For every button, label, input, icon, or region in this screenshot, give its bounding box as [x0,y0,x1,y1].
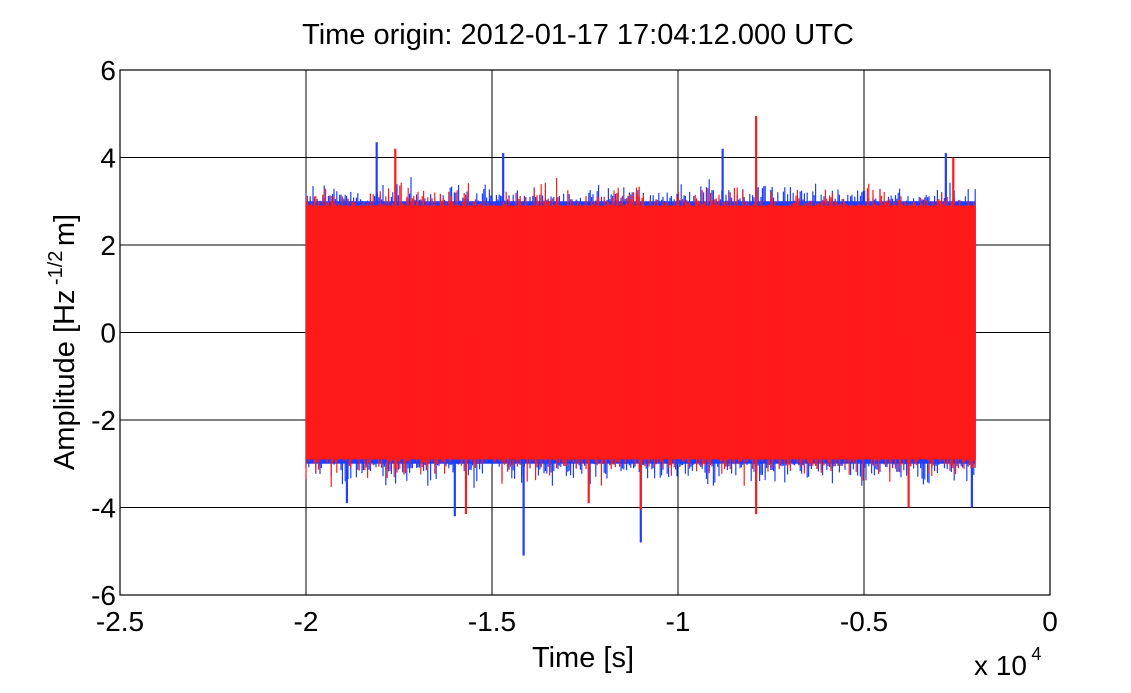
x-tick-label: 0 [1042,606,1058,637]
y-axis-label: Amplitude [Hz -1/2 m] [45,214,81,470]
chart-title: Time origin: 2012-01-17 17:04:12.000 UTC [302,19,854,51]
plot-frame [119,69,1051,596]
series-1 [305,115,976,515]
series-trace [305,178,976,488]
x-tick-label: -1.5 [468,606,516,637]
multiplier-base: x 10 [974,650,1027,681]
multiplier-exponent: 4 [1031,644,1041,664]
x-axis-multiplier: x 10 4 [974,644,1041,681]
x-tick-label: -0.5 [840,606,888,637]
x-axis-ticks: -2.5 -2 -1.5 -1 -0.5 0 [96,606,1058,637]
y-tick-label: 0 [100,318,116,349]
y-tick-label: 6 [100,55,116,86]
y-tick-label: -6 [91,580,116,611]
y-tick-label: 4 [100,143,116,174]
x-tick-label: -1 [666,606,691,637]
series-layer [305,115,976,556]
y-axis-label-unit: m] [49,214,81,246]
x-tick-label: -2 [294,606,319,637]
y-axis-ticks: -6 -4 -2 0 2 4 6 [91,55,116,611]
x-tick-label: -2.5 [96,606,144,637]
y-tick-label: -2 [91,405,116,436]
y-axis-label-main: Amplitude [Hz [49,290,81,471]
y-axis-label-superscript: -1/2 [45,251,67,285]
x-axis-label: Time [s] [532,642,634,674]
y-tick-label: 2 [100,230,116,261]
y-tick-label: -4 [91,493,116,524]
